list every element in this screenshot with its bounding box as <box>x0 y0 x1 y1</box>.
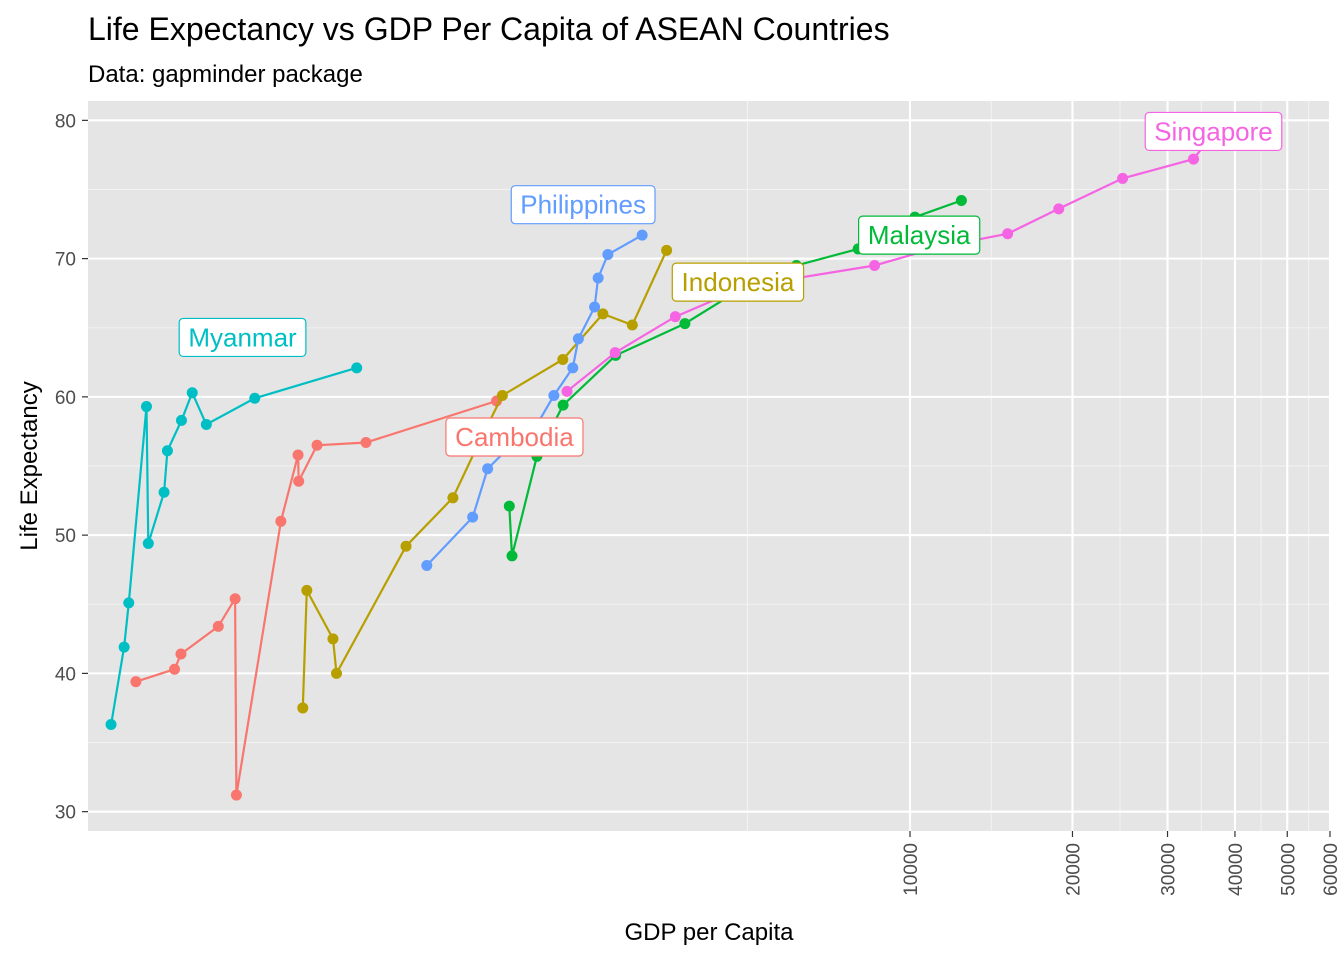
data-point <box>301 584 313 596</box>
data-point <box>230 789 242 801</box>
data-point <box>548 389 560 401</box>
data-point <box>561 385 573 397</box>
data-point <box>212 620 224 632</box>
y-tick-label: 70 <box>55 250 76 271</box>
data-point <box>175 414 187 426</box>
data-point <box>297 702 309 714</box>
data-point <box>1053 203 1065 215</box>
label-text: Indonesia <box>682 267 795 297</box>
y-tick-label: 80 <box>55 111 76 132</box>
label-malaysia: Malaysia <box>858 215 981 255</box>
chart-subtitle: Data: gapminder package <box>88 61 363 88</box>
data-point <box>169 663 181 675</box>
data-point <box>142 537 154 549</box>
data-point <box>572 333 584 345</box>
data-point <box>567 362 579 374</box>
series-indonesia <box>297 244 673 714</box>
data-point <box>1117 172 1129 184</box>
data-point <box>140 401 152 413</box>
label-singapore: Singapore <box>1144 111 1283 152</box>
data-point <box>351 362 363 374</box>
label-box <box>1144 111 1283 152</box>
label-box <box>671 262 805 302</box>
data-point <box>130 676 142 688</box>
data-point <box>186 387 198 399</box>
data-point <box>1188 153 1200 165</box>
data-point <box>557 399 569 411</box>
data-point <box>503 500 515 512</box>
x-tick-label: 50000 <box>1278 843 1299 896</box>
data-point <box>557 354 569 366</box>
data-point <box>669 311 681 323</box>
data-point <box>360 436 372 448</box>
label-box <box>510 185 656 225</box>
data-point <box>229 593 241 605</box>
label-text: Singapore <box>1154 116 1273 146</box>
country-labels: Cambodia Indonesia Malaysia Myanmar Philippi… <box>178 111 1283 457</box>
data-point <box>161 445 173 457</box>
series-myanmar <box>105 362 363 731</box>
label-myanmar: Myanmar <box>178 317 307 358</box>
data-point <box>331 667 343 679</box>
data-point <box>421 560 433 572</box>
data-point <box>589 301 601 313</box>
axes: 30 40 50 60 70 80 10000 20000 30000 40000 50000 600… <box>55 111 1342 895</box>
data-point <box>467 511 479 523</box>
data-point <box>447 492 459 504</box>
series-cambodia <box>130 395 503 801</box>
data-point <box>123 597 135 609</box>
data-point <box>592 272 604 284</box>
y-tick-label: 40 <box>55 664 76 685</box>
data-point <box>955 195 967 207</box>
label-indonesia: Indonesia <box>671 262 805 302</box>
x-tick-label: 10000 <box>901 843 922 896</box>
x-tick-label: 30000 <box>1159 843 1180 896</box>
label-philippines: Philippines <box>510 185 656 225</box>
data-point <box>200 419 212 431</box>
data-point <box>105 719 117 731</box>
label-box <box>178 317 307 358</box>
x-tick-label: 40000 <box>1226 843 1247 896</box>
data-point <box>609 347 621 359</box>
series-line <box>110 366 358 725</box>
x-tick-label: 60000 <box>1321 843 1342 896</box>
data-point <box>636 229 648 241</box>
data-point <box>311 439 323 451</box>
y-tick-label: 60 <box>55 388 76 409</box>
label-box <box>858 215 981 255</box>
data-point <box>602 248 614 260</box>
label-box <box>445 417 584 457</box>
data-point <box>626 319 638 331</box>
data-point <box>400 540 412 552</box>
data-point <box>158 486 170 498</box>
y-axis-title: Life Expectancy <box>16 381 43 550</box>
label-cambodia: Cambodia <box>445 417 584 457</box>
data-point <box>249 392 261 404</box>
data-point <box>293 475 305 487</box>
data-point <box>275 515 287 527</box>
data-point <box>292 449 304 461</box>
y-tick-label: 30 <box>55 803 76 824</box>
y-tick-label: 50 <box>55 526 76 547</box>
label-text: Cambodia <box>455 422 574 452</box>
x-tick-label: 20000 <box>1063 843 1084 896</box>
data-point <box>327 633 339 645</box>
label-text: Myanmar <box>188 322 297 352</box>
x-axis-title: GDP per Capita <box>625 919 795 946</box>
data-point <box>482 463 494 475</box>
data-point <box>1002 228 1014 240</box>
label-text: Philippines <box>520 190 646 220</box>
label-text: Malaysia <box>868 220 971 250</box>
data-point <box>869 260 881 272</box>
data-point <box>661 244 673 256</box>
data-point <box>118 641 130 653</box>
data-point <box>506 550 518 562</box>
chart-title: Life Expectancy vs GDP Per Capita of ASE… <box>88 11 890 47</box>
data-point <box>496 389 508 401</box>
data-point <box>175 648 187 660</box>
data-point <box>679 318 691 330</box>
data-point <box>597 308 609 320</box>
